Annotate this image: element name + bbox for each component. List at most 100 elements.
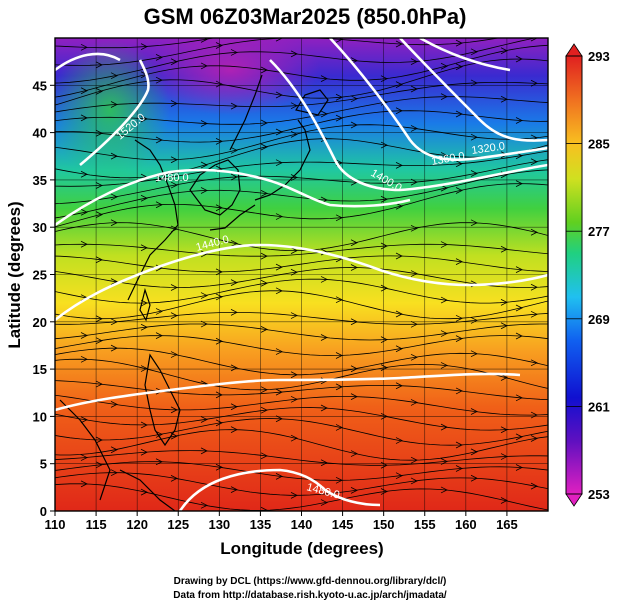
streamline-arrow (350, 486, 358, 494)
streamline (55, 38, 538, 84)
streamline-arrow (440, 362, 448, 369)
streamline-arrow (230, 240, 238, 247)
streamline-arrow (380, 141, 388, 149)
streamline-arrow (140, 244, 148, 252)
streamline-arrow (395, 345, 403, 353)
streamline-arrow (260, 326, 268, 333)
colorbar-bottom-arrow (565, 493, 583, 507)
streamline-arrow (440, 93, 448, 101)
streamline-arrow (470, 350, 478, 358)
streamline-arrow (215, 42, 223, 49)
streamline-arrow (170, 432, 178, 440)
streamline (55, 96, 548, 125)
streamline-arrow (155, 332, 163, 339)
streamline-arrow (260, 506, 268, 511)
y-tick-label: 10 (33, 409, 47, 424)
streamline-arrow (200, 320, 208, 328)
streamline-arrow (215, 268, 223, 276)
streamline-arrow (455, 63, 463, 71)
japan-kyushu (209, 204, 256, 231)
streamline-arrow (380, 336, 388, 344)
streamline-arrow (500, 426, 508, 434)
geopotential-contours (55, 38, 548, 511)
streamline-arrow (455, 39, 463, 47)
streamline-arrow (470, 474, 478, 482)
streamline (55, 335, 548, 357)
streamline-arrow (470, 219, 478, 227)
streamline-arrow (530, 79, 538, 87)
streamline-arrow (80, 480, 88, 488)
streamline (55, 138, 548, 179)
x-tick-label: 140 (291, 517, 313, 532)
streamline-arrow (500, 245, 508, 253)
streamline-arrow (470, 448, 478, 456)
streamline-arrow (455, 387, 463, 395)
contour-1280 (419, 38, 511, 72)
colorbar-top-arrow (565, 43, 583, 57)
streamline-arrow (110, 344, 118, 352)
streamline-arrow (140, 488, 148, 496)
streamline-arrow (140, 115, 148, 123)
x-tick-label: 125 (167, 517, 189, 532)
streamline-arrow (95, 461, 103, 469)
streamline-arrow (440, 486, 448, 494)
x-tick-label: 160 (455, 517, 477, 532)
streamline-arrow (80, 170, 88, 178)
streamline-arrow (395, 162, 403, 169)
streamline-arrow (395, 472, 403, 480)
streamline-arrow (170, 474, 178, 482)
contour-1400 (269, 59, 548, 192)
map-title: GSM 06Z03Mar2025 (850.0hPa) (144, 4, 467, 29)
colorbar-tick-label: 293 (588, 49, 610, 64)
streamline-arrow (440, 330, 448, 337)
streamline-arrow (155, 76, 163, 84)
contour-1440 (55, 243, 548, 322)
streamline-arrow (215, 337, 223, 345)
streamline-arrow (350, 318, 358, 326)
streamline-arrow (470, 170, 478, 177)
streamline (55, 38, 216, 49)
streamline (55, 407, 548, 431)
streamline-arrow (530, 158, 538, 166)
streamline-arrow (230, 403, 238, 411)
streamline-arrow (275, 91, 283, 99)
streamline-arrow (350, 95, 358, 103)
streamline-arrow (80, 208, 88, 216)
streamline-arrow (530, 435, 538, 442)
y-axis-label: Latitude (degrees) (5, 201, 24, 348)
streamline-arrow (290, 174, 298, 181)
streamline-arrow (320, 334, 328, 341)
coastlines (59, 74, 329, 511)
streamline-arrow (170, 284, 178, 291)
streamline-arrow (290, 371, 298, 379)
streamline-arrow (335, 214, 343, 222)
streamline-arrow (110, 193, 118, 201)
streamline-arrow (95, 337, 103, 345)
streamline-arrow (335, 424, 343, 431)
streamline-arrow (395, 107, 403, 115)
streamline-arrow (380, 284, 388, 292)
streamline (55, 312, 548, 325)
streamline-arrow (95, 436, 103, 444)
streamline-arrow (395, 437, 403, 444)
streamline (55, 222, 548, 251)
y-tick-label: 20 (33, 315, 47, 330)
streamline-arrow (230, 147, 238, 154)
taiwan (139, 287, 151, 322)
streamline-arrow (95, 61, 103, 69)
streamline-arrow (170, 351, 178, 358)
streamline (55, 472, 548, 496)
streamline-arrow (275, 287, 283, 295)
streamline-arrow (516, 31, 522, 37)
streamline-arrow (515, 180, 523, 187)
streamline-arrow (500, 322, 508, 330)
x-tick-label: 115 (86, 517, 107, 532)
streamline-arrow (80, 114, 88, 122)
streamline-arrow (260, 406, 268, 414)
x-tick-label: 165 (496, 517, 518, 532)
streamline-arrow (275, 128, 283, 136)
streamline-arrow (395, 382, 403, 390)
streamline-arrow (530, 228, 538, 236)
streamline-arrow (410, 178, 418, 186)
streamline-arrow (290, 434, 298, 442)
